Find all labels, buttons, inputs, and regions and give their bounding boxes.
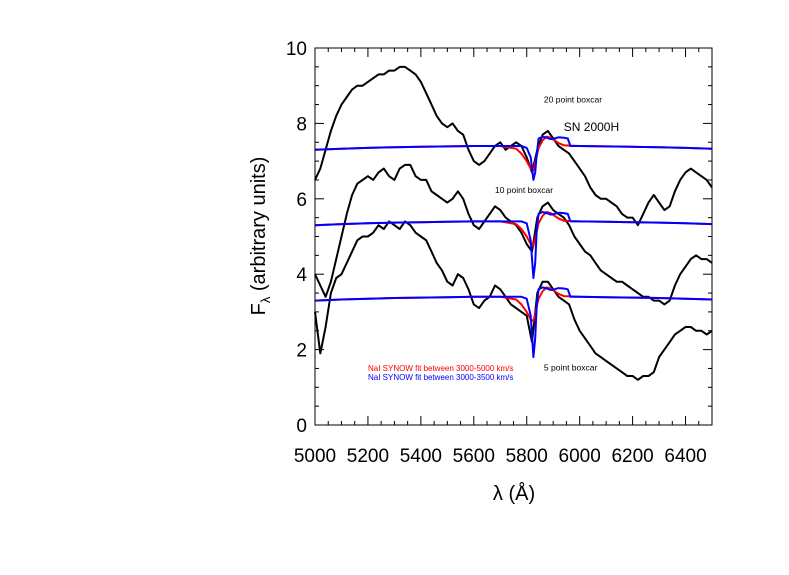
x-tick-label: 5200 bbox=[347, 446, 389, 467]
y-tick-label: 8 bbox=[296, 114, 307, 135]
y-axis-title: Fλ (arbitrary units) bbox=[248, 157, 273, 316]
x-axis-title: λ (Å) bbox=[493, 482, 535, 505]
y-tick-label: 10 bbox=[286, 39, 307, 60]
y-axis-title-main: F bbox=[248, 303, 270, 315]
series-line-5 bbox=[314, 211, 713, 247]
annotation-sn2000h: SN 2000H bbox=[564, 120, 619, 134]
series-line-0 bbox=[314, 65, 713, 227]
y-tick-label: 0 bbox=[296, 416, 307, 437]
series-line-3 bbox=[314, 135, 713, 172]
x-tick-label: 6400 bbox=[664, 446, 706, 467]
series-line-7 bbox=[314, 286, 713, 323]
series-line-2 bbox=[314, 220, 713, 381]
x-tick-label: 5600 bbox=[453, 446, 495, 467]
x-tick-label: 6000 bbox=[559, 446, 601, 467]
annotation-20pt: 20 point boxcar bbox=[544, 95, 602, 105]
y-tick-label: 4 bbox=[296, 265, 307, 286]
series-line-8 bbox=[314, 286, 713, 359]
ticks-layer bbox=[314, 47, 713, 426]
labels-layer: 5000 5200 5400 5600 5800 6000 6200 6400 0 2 4 6 8 10 bbox=[286, 39, 707, 467]
y-axis-title-sub: λ bbox=[258, 296, 273, 303]
annotation-10pt: 10 point boxcar bbox=[495, 185, 553, 195]
annotation-5pt: 5 point boxcar bbox=[544, 362, 598, 372]
y-tick-label: 2 bbox=[296, 341, 307, 362]
y-tick-label: 6 bbox=[296, 190, 307, 211]
series-line-6 bbox=[314, 211, 713, 279]
series-line-4 bbox=[314, 135, 713, 181]
legend-blue-label: NaI SYNOW fit between 3000-3500 km/s bbox=[368, 373, 513, 382]
legend-red-label: NaI SYNOW fit between 3000-5000 km/s bbox=[368, 364, 513, 373]
y-axis-title-rest: (arbitrary units) bbox=[248, 157, 270, 297]
x-tick-label: 5400 bbox=[400, 446, 442, 467]
x-tick-label: 5800 bbox=[506, 446, 548, 467]
x-tick-label: 5000 bbox=[294, 446, 336, 467]
x-tick-label: 6200 bbox=[611, 446, 653, 467]
series-layer bbox=[314, 65, 713, 381]
